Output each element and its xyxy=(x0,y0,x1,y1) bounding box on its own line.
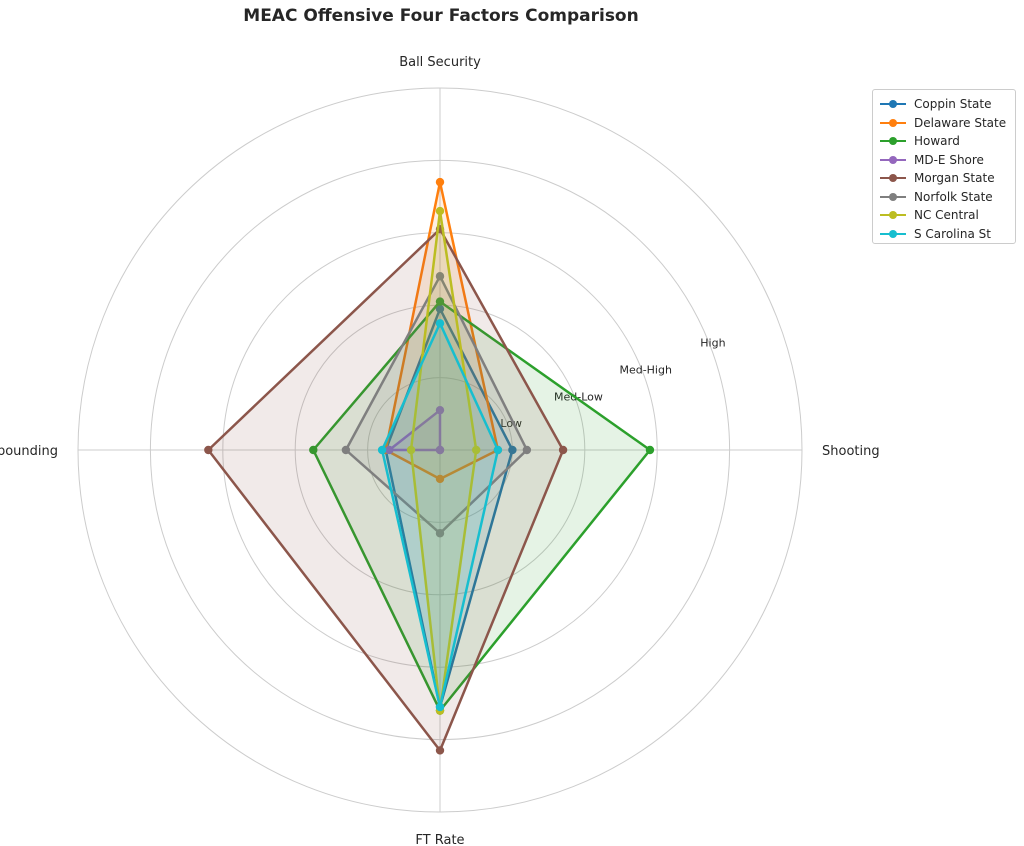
series-point xyxy=(435,405,445,415)
axis-label: Off Rebounding xyxy=(0,444,58,459)
legend-label: Morgan State xyxy=(914,171,995,186)
series-point xyxy=(435,177,445,187)
series-point xyxy=(508,445,517,455)
series-point xyxy=(435,746,445,755)
legend-item: Morgan State xyxy=(873,169,1015,188)
series-point xyxy=(645,445,655,455)
series-point xyxy=(435,529,445,538)
series-point xyxy=(341,445,351,455)
series-point xyxy=(435,474,445,484)
series-point xyxy=(385,445,394,455)
legend-label: Howard xyxy=(914,134,960,149)
legend-swatch xyxy=(880,117,906,129)
series-point xyxy=(204,445,213,455)
legend-label: MD-E Shore xyxy=(914,152,984,167)
legend-swatch xyxy=(880,209,906,221)
series-fill xyxy=(345,276,527,534)
series-point xyxy=(435,702,445,712)
legend-label: S Carolina St xyxy=(914,226,991,241)
series-point xyxy=(472,445,481,455)
legend-swatch xyxy=(880,228,906,240)
series-point xyxy=(522,445,532,455)
series-point xyxy=(377,445,387,455)
ring-label: Med-High xyxy=(619,363,672,376)
series-point xyxy=(406,445,416,455)
legend-item: Delaware State xyxy=(873,114,1015,133)
series-point xyxy=(558,445,568,455)
series-point xyxy=(435,304,445,314)
axis-label: Shooting xyxy=(822,444,880,459)
legend-item: Norfolk State xyxy=(873,188,1015,207)
series-point xyxy=(435,272,445,281)
ring-label: High xyxy=(700,337,725,350)
series-fill xyxy=(382,323,498,707)
legend-item: Howard xyxy=(873,132,1015,151)
legend-swatch xyxy=(880,154,906,166)
series-point xyxy=(435,297,445,306)
legend: Coppin State Delaware State Howard MD-E Sho… xyxy=(872,89,1016,244)
series-point xyxy=(493,445,503,455)
series-fill xyxy=(313,301,650,711)
legend-swatch xyxy=(880,172,906,184)
axis-label: Ball Security xyxy=(399,55,481,70)
series-fill xyxy=(385,308,513,707)
legend-item: Coppin State xyxy=(873,95,1015,114)
axis-label: FT Rate xyxy=(415,833,464,846)
legend-label: Norfolk State xyxy=(914,189,993,204)
series-point xyxy=(435,319,445,328)
series-point xyxy=(309,445,318,455)
legend-swatch xyxy=(880,135,906,147)
legend-item: S Carolina St xyxy=(873,225,1015,244)
legend-item: NC Central xyxy=(873,206,1015,225)
legend-label: Delaware State xyxy=(914,115,1007,130)
series-fill xyxy=(208,229,564,751)
legend-swatch xyxy=(880,191,906,203)
legend-label: Coppin State xyxy=(914,97,992,112)
legend-label: NC Central xyxy=(914,208,979,223)
series-point xyxy=(435,206,445,216)
legend-item: MD-E Shore xyxy=(873,151,1015,170)
legend-swatch xyxy=(880,98,906,110)
ring-label: Med-Low xyxy=(554,390,603,403)
chart-title: MEAC Offensive Four Factors Comparison xyxy=(243,6,639,26)
series-point xyxy=(435,445,445,455)
